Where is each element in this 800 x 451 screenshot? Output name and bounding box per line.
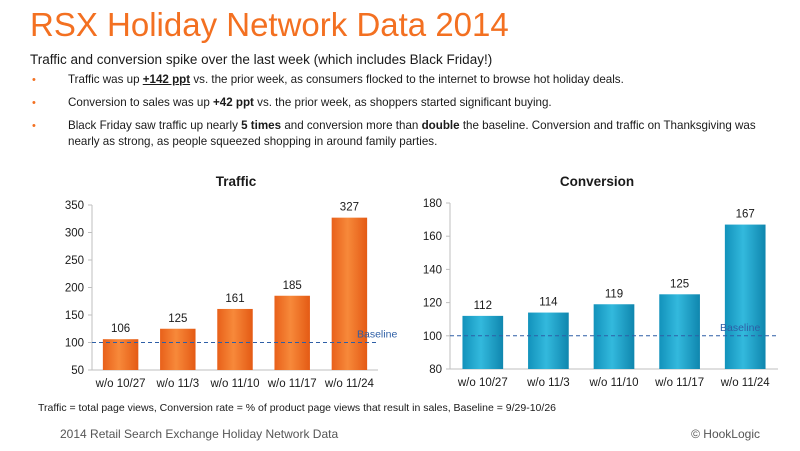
y-tick-label: 200 [65,283,84,295]
data-label: 114 [539,297,558,309]
y-tick-label: 140 [423,264,442,276]
data-label: 167 [736,209,755,221]
x-tick-label: w/o 11/24 [720,377,771,389]
y-tick-label: 160 [423,231,442,243]
x-tick-label: w/o 11/3 [155,378,199,390]
data-label: 125 [168,313,187,325]
y-tick-label: 80 [429,364,442,376]
bullet-highlight: +42 ppt [213,96,254,109]
bar [217,308,253,370]
bar [331,217,368,370]
footnote: Traffic = total page views, Conversion r… [38,402,556,414]
bar [659,294,700,369]
bar [102,339,139,370]
bullet-list: • Traffic was up +142 ppt vs. the prior … [30,72,780,157]
x-tick-label: w/o 11/3 [526,377,570,389]
x-tick-label: w/o 11/17 [267,378,317,390]
data-label: 161 [225,293,244,305]
bullet-highlight: double [421,119,460,132]
data-label: 112 [474,300,492,312]
y-tick-label: 100 [65,338,84,350]
bullet-highlight: 5 times [241,119,282,132]
y-tick-label: 350 [65,200,84,212]
bar [528,312,569,369]
bullet-dot-icon: • [32,97,36,109]
bullet-traffic: • Traffic was up +142 ppt vs. the prior … [30,72,780,88]
x-tick-label: w/o 11/10 [588,377,638,389]
bullet-text: the baseline. Conversion and traffic on … [68,119,756,148]
page-title: RSX Holiday Network Data 2014 [30,6,509,43]
x-tick-label: w/o 11/24 [324,378,375,390]
page-subtitle: Traffic and conversion spike over the la… [30,52,493,67]
bar [160,328,196,370]
bar [462,315,504,369]
bullet-dot-icon: • [32,120,36,132]
chart-title: Traffic [216,174,257,189]
baseline-label: Baseline [720,322,760,334]
bullet-text: Conversion to sales was up [68,96,213,109]
bullet-text: and conversion more than [281,119,422,132]
footer-source: 2014 Retail Search Exchange Holiday Netw… [60,427,339,441]
bullet-dot-icon: • [32,74,36,86]
bullet-text: Traffic was up [68,73,143,86]
y-tick-label: 150 [65,310,84,322]
y-tick-label: 300 [65,228,84,240]
bullet-conversion: • Conversion to sales was up +42 ppt vs.… [30,95,780,111]
footer-copyright: © HookLogic [691,427,760,441]
bullet-highlight: +142 ppt [142,73,191,86]
data-label: 327 [340,202,359,214]
bar [724,224,766,369]
x-tick-label: w/o 10/27 [95,378,146,390]
data-label: 119 [605,288,623,300]
data-label: 185 [283,280,302,292]
y-tick-label: 100 [423,331,442,343]
x-tick-label: w/o 10/27 [457,377,508,389]
bullet-black-friday: • Black Friday saw traffic up nearly 5 t… [30,118,780,150]
y-tick-label: 180 [423,198,442,210]
bullet-text: vs. the prior week, as consumers flocked… [190,73,624,86]
data-label: 106 [111,323,130,335]
y-tick-label: 50 [71,365,84,377]
baseline-label: Baseline [357,329,397,341]
bar [593,304,635,369]
data-label: 125 [670,278,689,290]
x-tick-label: w/o 11/10 [209,378,259,390]
y-tick-label: 120 [423,298,442,310]
chart-title: Conversion [560,174,634,189]
bullet-text: Black Friday saw traffic up nearly [68,119,242,132]
x-tick-label: w/o 11/17 [654,377,704,389]
y-tick-label: 250 [65,255,84,267]
bar [274,295,310,370]
bullet-text: vs. the prior week, as shoppers started … [253,96,552,109]
